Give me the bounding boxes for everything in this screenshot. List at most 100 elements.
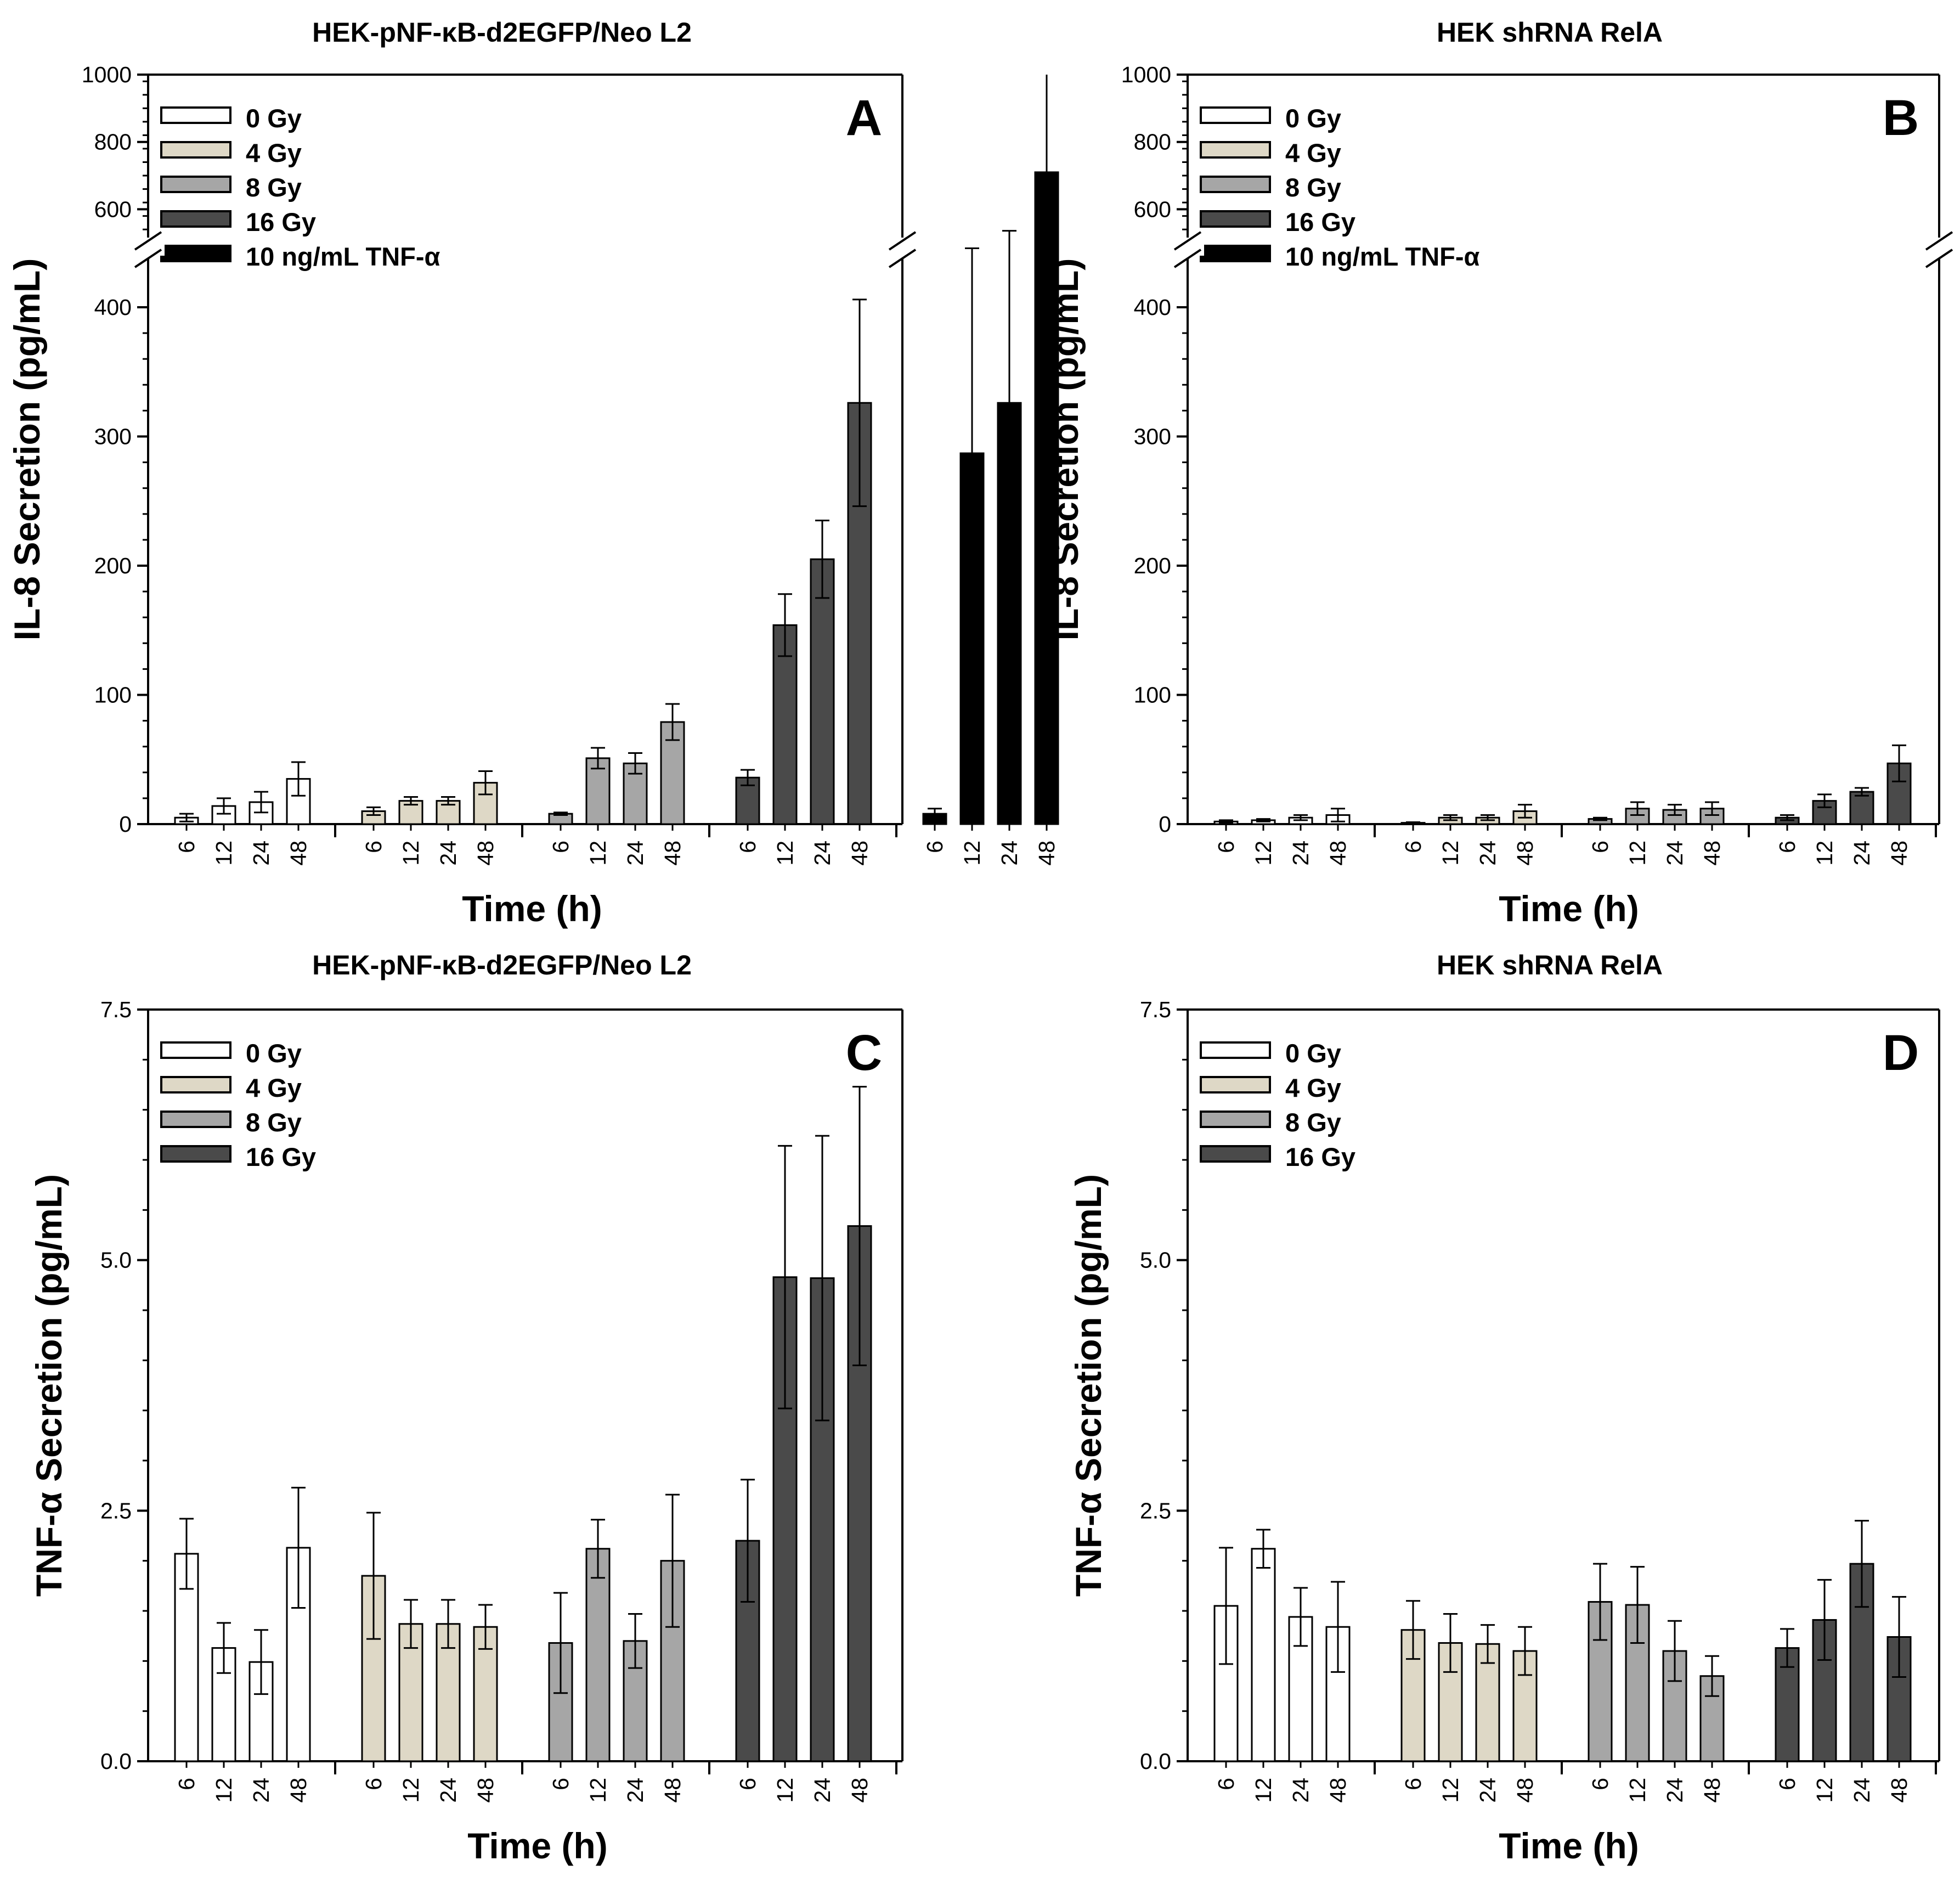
bar bbox=[1400, 1629, 1426, 1762]
legend-swatch bbox=[160, 1145, 231, 1163]
legend-label: 16 Gy bbox=[1285, 1142, 1355, 1171]
legend-label: 0 Gy bbox=[246, 104, 302, 133]
x-tick-label: 12 bbox=[398, 1778, 423, 1803]
legend-swatch bbox=[160, 1076, 231, 1093]
y-tick-label: 600 bbox=[1134, 196, 1171, 222]
series-0-gy: 6 12 24 48 bbox=[174, 761, 311, 866]
panel-letter: D bbox=[1883, 1025, 1919, 1081]
panel-d: HEK shRNA RelA 0.0 2.5 5.0 7.5 TNF-α Secretio… bbox=[1068, 950, 1940, 1866]
series-4-gy: 6 12 24 48 bbox=[361, 770, 498, 866]
x-tick-label: 24 bbox=[623, 1778, 648, 1803]
x-tick-label: 48 bbox=[1512, 841, 1538, 866]
x-tick-label: 12 bbox=[1812, 1778, 1837, 1803]
x-tick-label: 24 bbox=[1288, 1778, 1313, 1803]
panel-letter: B bbox=[1883, 90, 1919, 146]
x-tick-label: 12 bbox=[398, 841, 423, 866]
x-tick-label: 12 bbox=[1812, 841, 1837, 866]
x-tick-label: 12 bbox=[1438, 841, 1463, 866]
y-tick-label: 0 bbox=[119, 811, 132, 837]
legend-swatch bbox=[1200, 106, 1271, 124]
x-tick-label: 12 bbox=[772, 1778, 798, 1803]
axis-break-slash bbox=[1925, 231, 1953, 251]
legend-swatch bbox=[160, 210, 231, 228]
y-tick-label: 100 bbox=[94, 683, 132, 708]
series-10-ng-ml-tnf-: 6 12 24 48 bbox=[922, 75, 1059, 866]
x-tick-label: 12 bbox=[585, 841, 611, 866]
x-tick-label: 6 bbox=[361, 841, 386, 853]
legend-swatch bbox=[1200, 141, 1271, 159]
legend-label: 16 Gy bbox=[1285, 207, 1355, 236]
x-tick-label: 24 bbox=[436, 841, 461, 866]
series-8-gy: 6 12 24 48 bbox=[548, 1493, 685, 1803]
legend-label: 10 ng/mL TNF-α bbox=[1285, 242, 1480, 271]
chart-title: HEK-pNF-κB-d2EGFP/Neo L2 bbox=[312, 17, 692, 48]
x-tick-label: 24 bbox=[1662, 841, 1687, 866]
x-axis-label: Time (h) bbox=[1499, 888, 1639, 929]
axis-break-slash bbox=[888, 249, 917, 268]
y-axis-label: IL-8 Secretion (pg/mL) bbox=[1045, 258, 1086, 641]
legend-label: 8 Gy bbox=[246, 1108, 302, 1137]
y-tick-label: 1000 bbox=[1121, 62, 1171, 87]
legend-label: 8 Gy bbox=[1285, 173, 1341, 202]
legend-swatch bbox=[160, 176, 231, 193]
legend-label: 4 Gy bbox=[1285, 138, 1341, 167]
x-tick-label: 6 bbox=[1400, 1778, 1426, 1790]
series-0-gy: 6 12 24 48 bbox=[1213, 1529, 1351, 1803]
y-tick-label: 600 bbox=[94, 196, 132, 222]
series-8-gy: 6 12 24 48 bbox=[1588, 801, 1725, 866]
x-tick-label: 48 bbox=[1325, 841, 1351, 866]
x-tick-label: 48 bbox=[1886, 1778, 1912, 1803]
y-axis-label: TNF-α Secretion (pg/mL) bbox=[29, 1174, 69, 1597]
y-tick-label: 200 bbox=[1134, 553, 1171, 578]
x-tick-label: 6 bbox=[1588, 841, 1613, 853]
y-tick-label: 200 bbox=[94, 553, 132, 578]
x-axis-label: Time (h) bbox=[1499, 1825, 1639, 1866]
bar bbox=[1251, 1548, 1276, 1762]
y-tick-label: 2.5 bbox=[1140, 1498, 1171, 1523]
legend-label: 0 Gy bbox=[1285, 1039, 1341, 1068]
y-tick-label: 5.0 bbox=[100, 1248, 132, 1273]
legend: 0 Gy 4 Gy 8 Gy 16 Gy bbox=[1200, 1039, 1355, 1171]
legend-swatch bbox=[1200, 245, 1271, 262]
y-tick-label: 300 bbox=[94, 424, 132, 449]
legend-label: 0 Gy bbox=[1285, 104, 1341, 133]
legend-swatch bbox=[160, 106, 231, 124]
x-tick-label: 6 bbox=[174, 841, 199, 853]
legend-swatch bbox=[1200, 1145, 1271, 1163]
bar bbox=[1849, 791, 1874, 825]
x-tick-label: 12 bbox=[1625, 1778, 1650, 1803]
legend-label: 10 ng/mL TNF-α bbox=[246, 242, 440, 271]
x-tick-label: 12 bbox=[772, 841, 798, 866]
series-16-gy: 6 12 24 48 bbox=[1775, 1520, 1912, 1803]
x-tick-label: 6 bbox=[735, 1778, 760, 1790]
x-tick-label: 6 bbox=[1213, 1778, 1239, 1790]
legend-swatch bbox=[160, 1041, 231, 1059]
x-tick-label: 12 bbox=[1438, 1778, 1463, 1803]
legend-swatch bbox=[1200, 210, 1271, 228]
bar bbox=[772, 624, 798, 825]
legend: 0 Gy 4 Gy 8 Gy 16 Gy 10 ng/mL TNF-α bbox=[1200, 104, 1480, 271]
legend-label: 8 Gy bbox=[1285, 1108, 1341, 1137]
legend-swatch bbox=[1200, 1076, 1271, 1093]
chart-title: HEK shRNA RelA bbox=[1437, 950, 1663, 980]
x-tick-label: 6 bbox=[361, 1778, 386, 1790]
axis-break-slash bbox=[134, 231, 162, 251]
chart-title: HEK shRNA RelA bbox=[1437, 17, 1663, 48]
y-tick-label: 800 bbox=[94, 129, 132, 155]
legend-label: 4 Gy bbox=[246, 138, 302, 167]
panel-a: HEK-pNF-κB-d2EGFP/Neo L2 0 100 200 300 400 600… bbox=[7, 17, 1059, 929]
y-axis-label: TNF-α Secretion (pg/mL) bbox=[1068, 1174, 1109, 1597]
y-tick-label: 7.5 bbox=[100, 997, 132, 1022]
y-tick-label: 300 bbox=[1134, 424, 1171, 449]
y-tick-label: 400 bbox=[1134, 295, 1171, 320]
series-16-gy: 6 12 24 48 bbox=[735, 1086, 872, 1803]
panel-c: HEK-pNF-κB-d2EGFP/Neo L2 0.0 2.5 5.0 7.5 TNF-… bbox=[29, 950, 903, 1866]
x-tick-label: 48 bbox=[1699, 841, 1725, 866]
y-tick-label: 5.0 bbox=[1140, 1248, 1171, 1273]
axis-break-slash bbox=[134, 249, 162, 268]
series-16-gy: 6 12 24 48 bbox=[1775, 744, 1912, 866]
x-tick-label: 12 bbox=[959, 841, 985, 866]
legend: 0 Gy 4 Gy 8 Gy 16 Gy 10 ng/mL TNF-α bbox=[160, 104, 440, 271]
x-tick-label: 48 bbox=[473, 1778, 498, 1803]
